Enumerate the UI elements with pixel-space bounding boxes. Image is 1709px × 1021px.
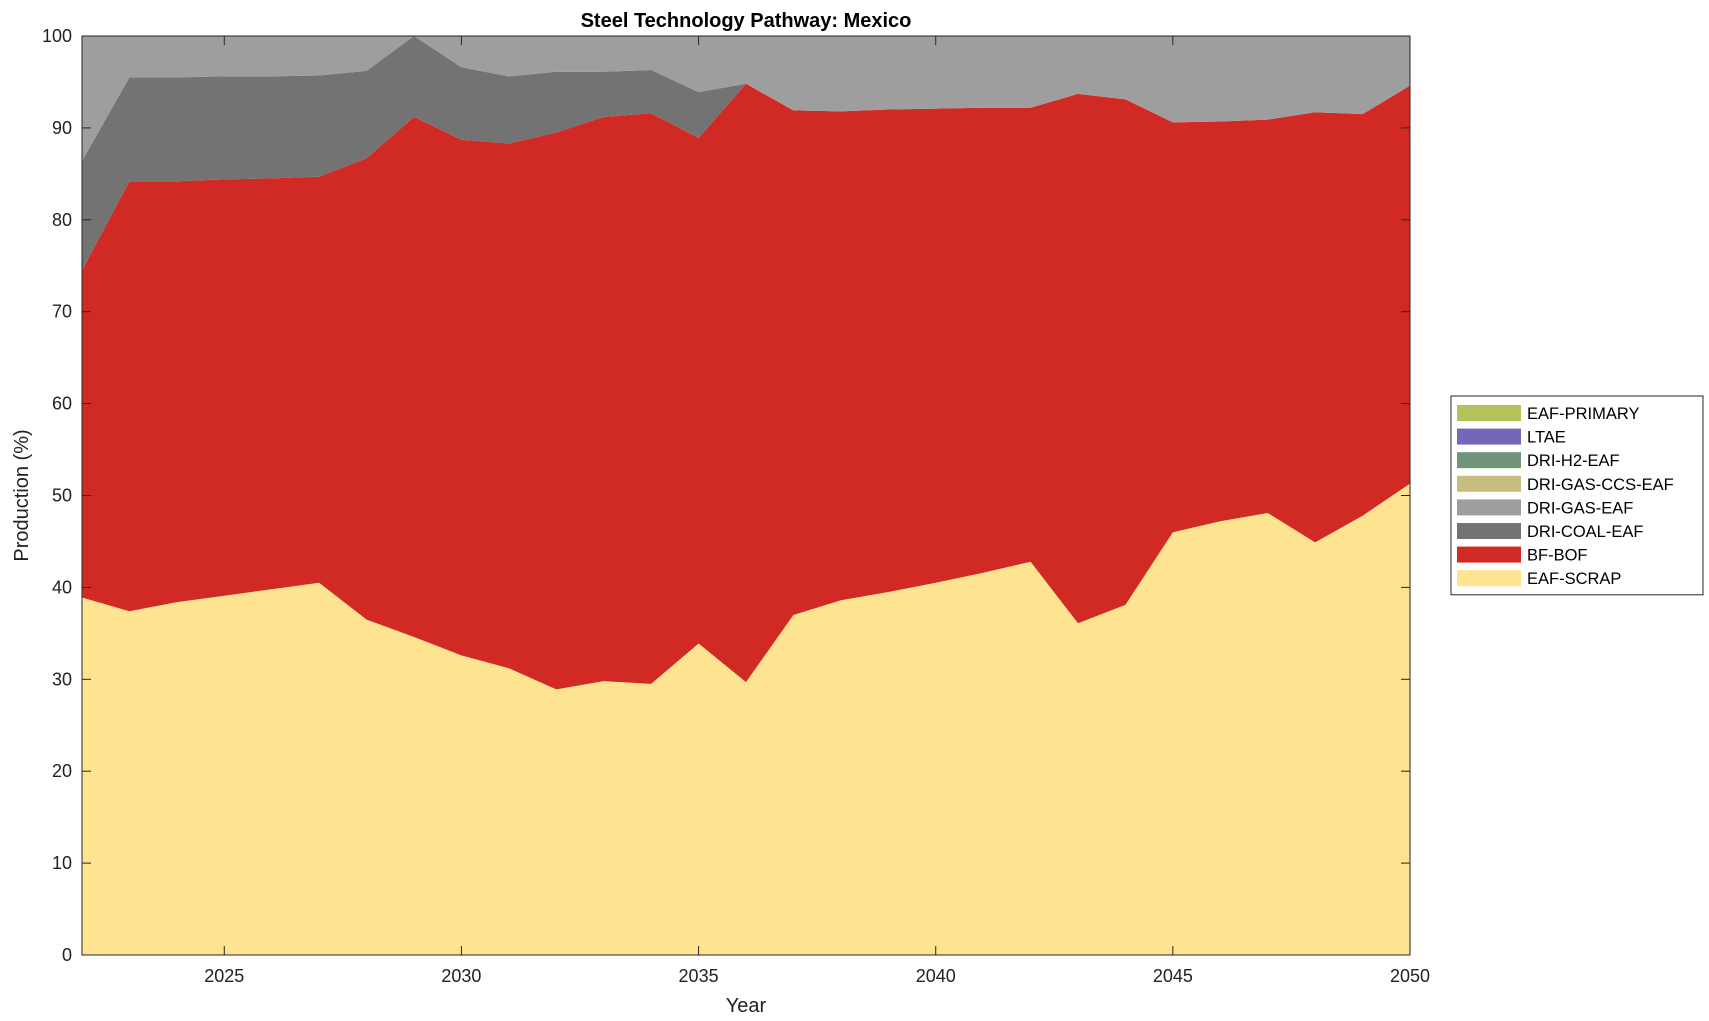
- y-axis-ticks: 0 10 20 30 40 50 60 70 80 90 100: [42, 26, 1410, 965]
- legend-label-eaf-primary: EAF-PRIMARY: [1527, 405, 1639, 423]
- legend-label-dri-coal-eaf: DRI-COAL-EAF: [1527, 523, 1643, 541]
- x-tick-label: 2035: [679, 966, 719, 986]
- y-tick-label: 30: [52, 669, 72, 689]
- y-tick-label: 50: [52, 486, 72, 506]
- y-tick-label: 70: [52, 302, 72, 322]
- stacked-areas: [82, 36, 1410, 955]
- x-tick-label: 2050: [1390, 966, 1430, 986]
- x-tick-label: 2030: [441, 966, 481, 986]
- x-tick-label: 2045: [1153, 966, 1193, 986]
- y-tick-label: 0: [62, 945, 72, 965]
- legend-swatch-dri-h2-eaf: [1457, 452, 1521, 469]
- chart-title: Steel Technology Pathway: Mexico: [581, 10, 912, 32]
- legend-swatch-dri-coal-eaf: [1457, 523, 1521, 539]
- area-dri-coal-eaf: [82, 36, 1410, 271]
- legend-box: [1450, 395, 1704, 596]
- legend-swatch-ltae: [1457, 428, 1521, 445]
- legend: EAF-PRIMARY LTAE DRI-H2-EAF DRI-GAS-CCS-EAF…: [1450, 395, 1704, 596]
- x-tick-label: 2040: [916, 966, 956, 986]
- y-tick-label: 20: [52, 761, 72, 781]
- legend-label-bf-bof: BF-BOF: [1527, 547, 1588, 565]
- y-tick-label: 10: [52, 853, 72, 873]
- y-tick-label: 100: [42, 26, 72, 46]
- x-axis-ticks: 2025 2030 2035 2040 2045 2050: [204, 36, 1430, 986]
- legend-label-dri-gas-eaf: DRI-GAS-EAF: [1527, 499, 1633, 517]
- y-tick-label: 40: [52, 577, 72, 597]
- y-tick-label: 60: [52, 394, 72, 414]
- legend-label-ltae: LTAE: [1527, 429, 1566, 447]
- legend-swatch-dri-gas-eaf: [1457, 499, 1521, 516]
- y-axis-label: Production (%): [11, 429, 33, 561]
- y-tick-label: 80: [52, 210, 72, 230]
- x-tick-label: 2025: [204, 966, 244, 986]
- legend-swatch-dri-gas-ccs-eaf: [1457, 475, 1521, 492]
- legend-label-dri-h2-eaf: DRI-H2-EAF: [1527, 452, 1620, 470]
- legend-swatch-eaf-primary: [1457, 405, 1521, 421]
- area-eaf-scrap: [82, 483, 1410, 955]
- legend-label-eaf-scrap: EAF-SCRAP: [1527, 570, 1621, 588]
- area-dri-gas-eaf: [82, 36, 1410, 161]
- legend-swatch-bf-bof: [1457, 546, 1521, 563]
- legend-label-dri-gas-ccs-eaf: DRI-GAS-CCS-EAF: [1527, 476, 1674, 494]
- legend-swatch-eaf-scrap: [1457, 570, 1521, 587]
- area-bf-bof: [82, 83, 1410, 690]
- y-tick-label: 90: [52, 118, 72, 138]
- x-axis-label: Year: [726, 995, 767, 1017]
